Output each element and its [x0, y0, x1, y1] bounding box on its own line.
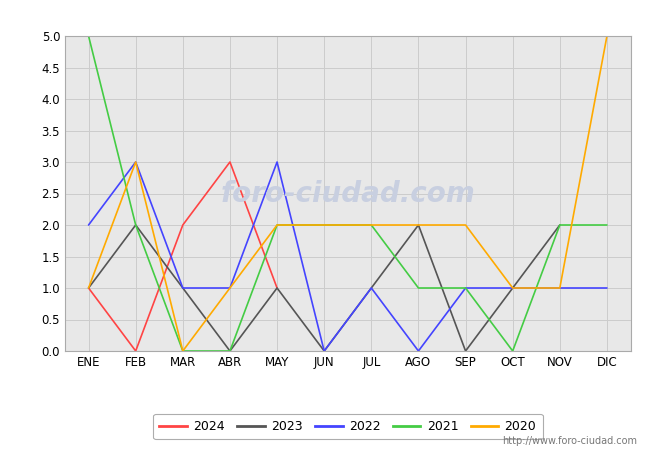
- Text: foro-ciudad.com: foro-ciudad.com: [220, 180, 475, 207]
- Text: http://www.foro-ciudad.com: http://www.foro-ciudad.com: [502, 436, 637, 446]
- Legend: 2024, 2023, 2022, 2021, 2020: 2024, 2023, 2022, 2021, 2020: [153, 414, 543, 439]
- Text: Matriculaciones de Vehiculos en Nuez de Ebro: Matriculaciones de Vehiculos en Nuez de …: [134, 8, 516, 26]
